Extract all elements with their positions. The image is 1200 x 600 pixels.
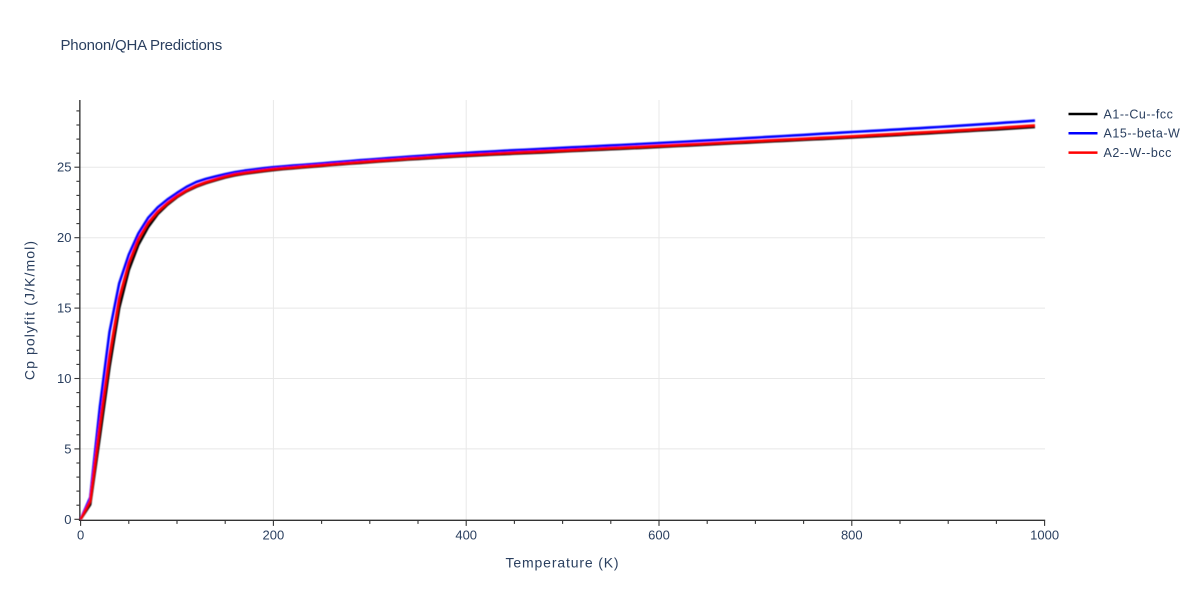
- svg-text:25: 25: [57, 160, 71, 175]
- svg-text:0: 0: [64, 512, 71, 527]
- svg-text:200: 200: [263, 528, 285, 543]
- svg-text:800: 800: [841, 528, 863, 543]
- svg-text:15: 15: [57, 301, 71, 316]
- svg-text:400: 400: [455, 528, 477, 543]
- svg-text:Cp polyfit (J/K/mol): Cp polyfit (J/K/mol): [22, 240, 38, 380]
- svg-text:600: 600: [648, 528, 670, 543]
- svg-text:Temperature (K): Temperature (K): [506, 554, 620, 570]
- svg-text:Phonon/QHA Predictions: Phonon/QHA Predictions: [61, 37, 223, 54]
- svg-text:1000: 1000: [1030, 528, 1059, 543]
- svg-text:10: 10: [57, 371, 71, 386]
- svg-text:20: 20: [57, 230, 71, 245]
- svg-text:5: 5: [64, 441, 71, 456]
- svg-text:A15--beta-W: A15--beta-W: [1104, 127, 1181, 141]
- svg-text:A1--Cu--fcc: A1--Cu--fcc: [1104, 107, 1174, 121]
- svg-text:0: 0: [77, 528, 84, 543]
- svg-text:A2--W--bcc: A2--W--bcc: [1104, 146, 1172, 160]
